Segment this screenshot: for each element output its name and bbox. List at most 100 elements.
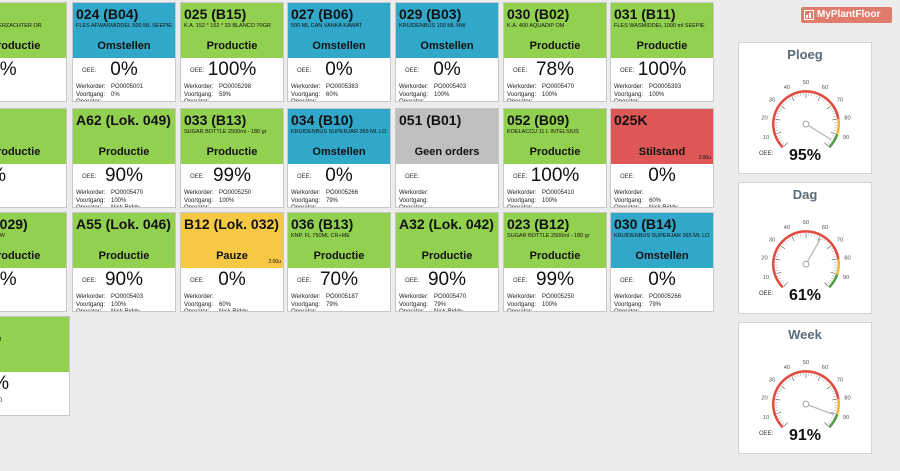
gauge-tick-label: 20 [761,256,768,262]
machine-tile[interactable]: B32) QUADIP OM 78% Werkorder:PO0005470 V… [0,316,70,416]
machine-status: Productie [529,250,581,262]
gauge-tick [789,237,791,241]
machine-status: Geen orders [414,146,480,158]
gauge-tick [825,381,828,384]
gauge-card-dag: Dag 0102030405060708090100 OEE: 61% [738,182,872,314]
machine-status: Productie [98,146,150,158]
voortgang-label: Voortgang: [184,197,214,204]
gauge-tick-label: 40 [784,85,791,91]
machine-status: Productie [0,250,41,262]
tile-details: Werkorder:PO0005470 Voortgang:100% Opera… [0,398,2,413]
machine-tile[interactable]: 023 (B12) SUGAR BOTTLE 2500ml - 180 gr P… [503,212,607,312]
tile-body: OEE: 100% Werkorder: PO0005410 Voortgang:… [504,164,606,207]
machine-tile[interactable]: B12) 0ML CR+ME Productie 70% Werkorder:P… [0,108,67,208]
gauge-tick [833,270,837,272]
voortgang-label: Voortgang: [399,91,429,98]
machine-tile[interactable]: 024 (B04) FLES AFWASMIDDEL 500 ML SEEPIE… [72,2,176,102]
tile-header: B14) FLES WASVERZACHTER OR Productie [0,3,66,58]
oee-label: OEE: [513,278,528,284]
tile-body: OEE: 90% Werkorder: PO0005403 Voortgang: 1… [73,268,175,311]
machine-tile[interactable]: 052 (B09) KOELACCU 11 L INTELSIUS Produc… [503,108,607,208]
machine-name: Lok. 029) [0,216,28,232]
gauge-tick [777,415,780,417]
myplantfloor-logo[interactable]: MyPlantFloor [801,7,892,23]
machine-status: Productie [206,40,258,52]
operator-label: Operator: [614,99,640,102]
gauge-tick [830,131,836,135]
tile-details: Werkorder: PO0005001 Voortgang: 0% Operato… [76,84,143,101]
machine-tile[interactable]: 030 (B02) K.A. 400 AQUADIP OM Productie … [503,2,607,102]
oee-value: 0% [218,269,246,290]
machine-tile[interactable]: 025 (B15) K.A. 152 * 152 * 33 BLANCO 70G… [180,2,284,102]
tile-body: OEE: 100% Werkorder: PO0005393 Voortgang:… [611,58,713,102]
tile-body: OEE: 78% Werkorder: PO0005470 Voortgang: 1… [504,58,606,102]
gauge-dial: 0102030405060708090100 [761,80,851,149]
gauge-tick-label: 10 [763,275,770,281]
operator-label: Operator: [507,99,533,102]
machine-tile[interactable]: 030 (B14) KRUIDENBUS SUPERJAR 365 ML LO … [610,212,714,312]
tile-body: OEE: 99% Werkorder: PO0005250 Voortgang: 1… [181,164,283,207]
tile-details: Werkorder: PO0005250 Voortgang: 100% Opera… [184,190,251,207]
machine-tile[interactable]: B14) FLES WASVERZACHTER OR Productie 100… [0,2,67,102]
voortgang-label: Voortgang: [184,301,214,308]
gauge-tick [830,108,833,110]
gauge-tick [832,275,835,277]
tile-body: OEE: 0% Werkorder: Voortgang: 60% Operato… [611,164,713,207]
machine-tile[interactable]: A55 (Lok. 046) Productie OEE: 90% Werkor… [72,212,176,312]
gauge-tick [830,137,834,140]
gauge-tick-label: 90 [843,415,850,421]
voortgang-value: 0% [111,91,120,98]
gauge-tick [794,375,796,378]
gauge-tick [777,250,781,253]
gauge-tick [780,280,783,282]
machine-tile[interactable]: 029 (B03) KRUIDENBUS 100 ML NW Omstellen… [395,2,499,102]
oee-label: OEE: [297,68,312,74]
machine-tile[interactable]: 034 (B10) KRUIDENBUS SUPERJAR 365 ML LO … [287,108,391,208]
gauge-tick-label: 20 [761,116,768,122]
gauge-tick [830,417,834,420]
gauge-tick [791,236,795,242]
machine-status: Productie [98,250,150,262]
werkorder-label: Werkorder: [507,294,537,300]
oee-value: 100% [207,59,257,80]
machine-tile[interactable]: 027 (B06) 500 ML CAN VANKA KAWAT Omstell… [287,2,391,102]
gauge-tick [831,118,837,121]
gauge-needle [805,238,822,265]
werkorder-label: Werkorder: [399,190,429,196]
gauge-tick [816,375,818,378]
machine-tile[interactable]: B12 (Lok. 032) Pauze 2:00u OEE: 0% Werko… [180,212,284,312]
gauge-tick [833,396,837,398]
machine-tile[interactable]: 036 (B13) KNP. FL 750ML CR+ME Productie … [287,212,391,312]
gauge-title: Week [788,327,822,342]
gauge-tick [776,411,782,415]
voortgang-value: 100% [219,197,235,204]
machine-name: A55 (Lok. 046) [76,216,171,232]
machine-tile[interactable]: 025K Stilstand 2:00u OEE: 0% Werkorder: … [610,108,714,208]
machine-status: Pauze [216,250,248,262]
machine-tile[interactable]: 033 (B13) SUGAR BOTTLE 2500ml - 180 gr P… [180,108,284,208]
machine-tile[interactable]: 051 (B01) Geen orders OEE: Werkorder: Vo… [395,108,499,208]
gauge-tick [789,97,791,101]
gauge-tick [824,422,829,427]
machine-tile[interactable]: A62 (Lok. 049) Productie OEE: 90% Werkor… [72,108,176,208]
gauge-tick [776,393,780,395]
gauge-tick [797,234,799,237]
machine-tile[interactable]: A32 (Lok. 042) Productie OEE: 90% Werkor… [395,212,499,312]
tile-details: Werkorder: PO0005403 Voortgang: 100% Opera… [76,294,143,311]
oee-label: OEE: [620,278,635,284]
gauge-tick [832,393,836,395]
machine-name: A32 (Lok. 042) [399,216,494,232]
tile-details: Werkorder:PO0005470 Voortgang:100% Opera… [507,84,574,102]
machine-name: 025 (B15) [184,6,247,22]
gauge-band [835,118,840,135]
machine-tile[interactable]: Lok. 029) US 100 ML NW Productie 100% We… [0,212,67,312]
machine-tile[interactable]: 031 (B11) FLES WASMIDDEL 1000 ml SEEPIE … [610,2,714,102]
oee-value: 70% [0,165,66,187]
gauge-hub [802,120,810,128]
voortgang-value: 60% [649,197,662,204]
gauge-tick [827,142,831,145]
gauge-tick-label: 40 [784,225,791,231]
werkorder-label: Werkorder: [614,190,644,196]
gauge-tick [823,99,826,102]
machine-name: 025K [614,112,648,128]
